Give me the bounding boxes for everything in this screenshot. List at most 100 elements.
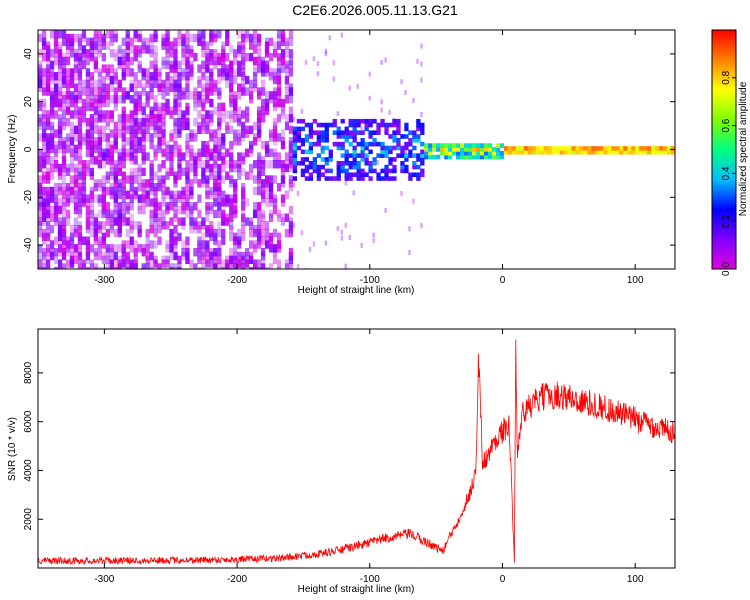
heatmap-cell [241, 225, 246, 234]
heatmap-cell [408, 250, 411, 256]
heatmap-cell [49, 121, 55, 131]
heatmap-cell [185, 236, 190, 245]
heatmap-cell [113, 95, 118, 104]
heatmap-cell [416, 122, 421, 128]
heatmap-cell [264, 228, 270, 238]
heatmap-cell [324, 157, 329, 162]
heatmap-cell [145, 228, 150, 238]
heatmap-cell [173, 72, 178, 81]
heatmap-cell [376, 123, 379, 129]
heatmap-cell [237, 60, 242, 70]
heatmap-cell [252, 137, 258, 146]
heatmap-cell [364, 118, 369, 124]
heatmap-cell [177, 263, 182, 269]
heatmap-cell [229, 221, 234, 230]
heatmap-cell [117, 114, 122, 123]
heatmap-cell [221, 64, 226, 73]
heatmap-cell [249, 52, 254, 62]
heatmap-cell [53, 255, 59, 265]
heatmap-cell [221, 228, 226, 238]
heatmap-cell [663, 149, 668, 155]
heatmap-cell [65, 167, 71, 177]
heatmap-cell [57, 205, 63, 215]
heatmap-cell [101, 202, 106, 211]
heatmap-cell [97, 251, 102, 261]
heatmap-cell [73, 190, 79, 200]
heatmap-cell [197, 209, 202, 219]
heatmap-cell [93, 179, 99, 188]
heatmap-cell [149, 251, 154, 261]
heatmap-cell [149, 83, 154, 92]
heatmap-cell [288, 114, 294, 123]
heatmap-cell [229, 205, 234, 215]
heatmap-cell [237, 30, 242, 39]
heatmap-cell [647, 149, 652, 155]
heatmap-cell [129, 133, 134, 142]
heatmap-cell [352, 157, 357, 162]
heatmap-cell [89, 228, 95, 238]
heatmap-cell [420, 153, 425, 158]
heatmap-cell [173, 140, 178, 150]
heatmap-cell [57, 45, 63, 54]
heatmap-cell [452, 143, 457, 148]
heatmap-cell [404, 168, 409, 174]
heatmap-cell [113, 33, 118, 43]
heatmap-cell [101, 160, 106, 169]
heatmap-cell [336, 145, 341, 151]
heatmap-cell [193, 87, 198, 96]
heatmap-cell [372, 118, 377, 124]
heatmap-cell [241, 87, 246, 96]
heatmap-cell [61, 263, 67, 269]
heatmap-cell [149, 33, 154, 43]
heatmap-cell [129, 83, 134, 92]
heatmap-cell [316, 61, 320, 67]
heatmap-cell [109, 259, 114, 268]
heatmap-cell [181, 186, 186, 196]
heatmap-cell [41, 247, 47, 257]
heatmap-cell [229, 152, 234, 161]
heatmap-cell [197, 79, 202, 89]
heatmap-cell [292, 182, 296, 188]
heatmap-cell [284, 75, 290, 85]
heatmap-cell [61, 64, 67, 73]
heatmap-cell [141, 167, 146, 177]
heatmap-cell [408, 176, 413, 181]
heatmap-cell [416, 164, 421, 170]
heatmap-cell [93, 37, 99, 47]
heatmap-cell [38, 259, 43, 268]
heatmap-cell [627, 149, 632, 155]
heatmap-cell [276, 41, 282, 50]
heatmap-cell [61, 198, 67, 207]
heatmap-cell [300, 126, 306, 132]
heatmap-cell [288, 83, 294, 92]
heatmap-cell [85, 236, 91, 245]
colorbar-gradient [711, 29, 737, 270]
heatmap-cell [53, 45, 59, 54]
heatmap-cell [141, 83, 146, 92]
heatmap-cell [456, 154, 461, 160]
heatmap-cell [201, 102, 206, 112]
heatmap-cell [177, 110, 182, 119]
heatmap-cell [404, 145, 409, 151]
heatmap-cell [213, 179, 218, 188]
heatmap-cell [264, 60, 270, 70]
heatmap-cell [304, 267, 308, 269]
heatmap-cell [256, 259, 262, 268]
heatmap-cell [93, 217, 99, 226]
heatmap-cell [312, 118, 317, 124]
heatmap-cell [348, 235, 352, 241]
heatmap-cell [137, 79, 142, 89]
heatmap-cell [292, 116, 296, 122]
heatmap-cell [523, 149, 528, 155]
heatmap-cell [161, 175, 166, 184]
heatmap-cell [527, 149, 532, 155]
heatmap-cell [177, 72, 182, 81]
heatmap-cell [169, 75, 174, 85]
heatmap-cell [77, 148, 83, 157]
heatmap-cell [81, 106, 87, 115]
heatmap-cell [428, 147, 433, 152]
heatmap-cell [117, 56, 122, 66]
heatmap-cell [101, 148, 106, 157]
heatmap-cell [49, 163, 55, 173]
